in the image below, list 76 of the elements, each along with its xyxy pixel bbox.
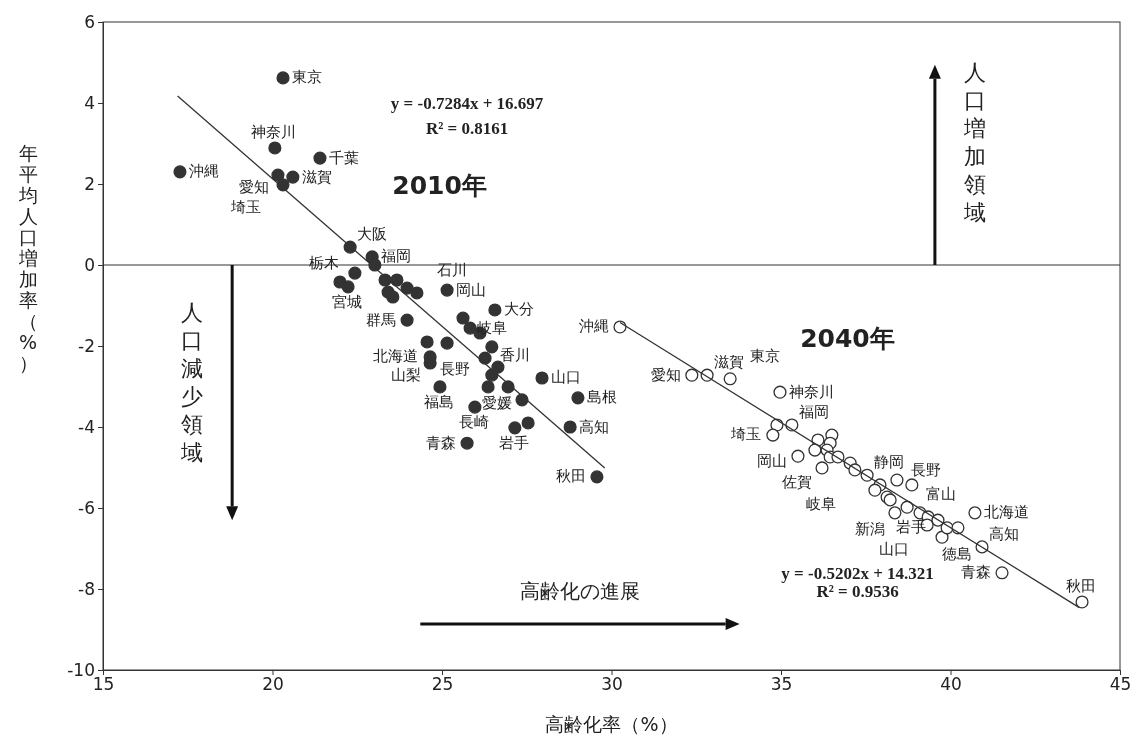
annotation: 大分 [503,300,534,319]
y-tick-label: 0 [84,254,95,275]
annotation: 岐阜 [806,494,837,513]
annotation: 沖縄 [188,162,219,181]
annotation: R² = 0.9536 [816,582,899,602]
annotation: 愛媛 [481,394,512,413]
y-tick-label: -2 [78,335,95,356]
annotation: 佐賀 [781,473,812,492]
x-tick-label: 45 [1109,674,1132,695]
series-label: 2040年 [800,323,895,353]
x-tick-label: 30 [601,674,623,695]
annotation: 高知 [579,417,610,436]
annotation: 岡山 [456,280,487,299]
x-tick-label: 15 [92,674,115,695]
annotation: 愛知 [650,365,681,384]
annotation: 山口 [551,368,582,387]
annotation: 石川 [436,260,467,279]
annotation: 神奈川 [250,122,296,141]
annotation: 徳島 [941,544,972,563]
annotation: 富山 [925,485,956,504]
annotation: 青森 [426,433,457,452]
x-tick-label: 35 [770,674,793,695]
annotation: 岐阜 [477,318,508,337]
annotation: 静岡 [874,453,905,472]
annotation: 滋賀 [714,353,745,372]
annotation: 青森 [961,563,992,582]
annotation: 北海道 [983,503,1029,522]
annotation: 長野 [439,359,470,378]
annotation: 北海道 [373,347,419,366]
annotation: y = -0.7284x + 16.697 [390,93,544,113]
y-tick-label: 6 [84,11,95,32]
annotation: 山口 [878,539,909,558]
annotation: 福岡 [798,402,829,421]
annotation: 新潟 [855,520,886,539]
x-axis-title: 高齢化率（%） [545,713,678,735]
annotation: 愛知 [238,178,269,197]
annotation: 宮城 [332,292,363,311]
annotation: 東京 [292,68,323,87]
y-tick-label: -8 [78,578,95,599]
annotation: 滋賀 [301,167,332,186]
text: 年平均人口増加率（%） [18,142,38,374]
annotation: 神奈川 [788,382,834,401]
x-tick-label: 25 [431,674,454,695]
x-tick-label: 40 [940,674,962,695]
annotation: 山梨 [391,366,422,385]
annotation: 埼玉 [230,197,262,216]
annotation: 秋田 [1066,576,1097,595]
y-tick-label: -10 [67,659,95,680]
annotation: 埼玉 [729,425,761,444]
annotation: 長崎 [458,413,489,432]
annotation: R² = 0.8161 [425,119,509,139]
y-tick-label: -4 [78,416,95,437]
annotation: 福島 [423,392,454,411]
annotation: 福岡 [381,247,412,266]
y-tick-label: 4 [84,92,95,113]
annotation: 大阪 [357,225,388,244]
annotation: 千葉 [328,148,359,167]
annotation: 秋田 [555,467,586,486]
text: 2010年 [392,171,487,201]
annotation: 東京 [750,346,781,365]
annotation: 沖縄 [578,317,609,336]
annotation: 栃木 [308,253,339,272]
annotation: 高知 [989,524,1020,543]
annotation: 島根 [586,388,617,407]
x-tick-label: 20 [262,674,284,695]
annotation: 群馬 [366,310,397,329]
annotation: 岡山 [756,452,787,471]
annotation: 長野 [910,460,941,479]
annotation: y = -0.5202x + 14.321 [781,563,934,583]
annotation: 岩手 [498,433,529,452]
annotation: 人口増加領域 [962,60,986,226]
y-tick-label: 2 [84,173,95,194]
annotation: 香川 [499,346,530,365]
annotation: 人口減少領域 [179,300,203,466]
y-tick-label: -6 [78,497,95,518]
annotation: 高齢化の進展 [519,578,640,603]
